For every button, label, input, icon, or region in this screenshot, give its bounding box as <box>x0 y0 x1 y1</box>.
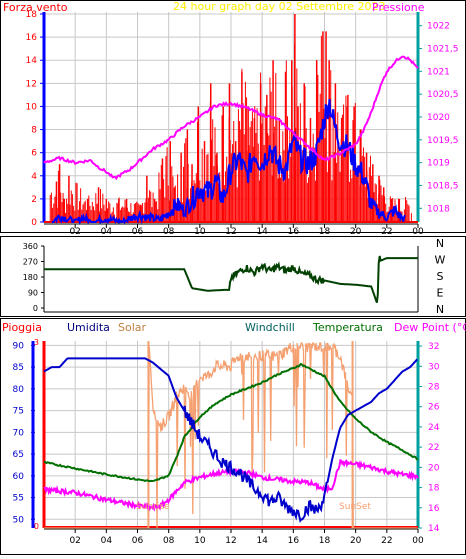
top-x-tick-label: 04 <box>101 227 113 237</box>
top-x-tick-label: 08 <box>163 227 175 237</box>
wind-tick-label: 12 <box>26 79 37 89</box>
temperature-tick-label: 14 <box>428 524 440 534</box>
pressure-tick-label: 1020,5 <box>427 90 459 100</box>
temperature-tick-label: 20 <box>428 463 440 473</box>
bottom-x-tick-label: 06 <box>132 536 144 546</box>
wind-tick-label: 8 <box>31 126 37 136</box>
dewpoint-label: Dew Point (°C) <box>394 321 466 334</box>
wind-direction-line <box>44 256 418 303</box>
wind-speed-axis: 0 2 4 6 8 10 12 14 16 18 <box>26 10 44 228</box>
pressure-tick-label: 1018,5 <box>427 181 459 191</box>
wind-tick-label: 6 <box>31 149 37 159</box>
humidity-axis: 50 55 60 65 70 75 80 85 90 3 0 <box>13 338 44 531</box>
pressure-tick-label: 1022 <box>427 22 450 32</box>
bottom-x-tick-label: 22 <box>381 536 392 546</box>
humidity-tick-label: 65 <box>13 450 24 460</box>
chart-title: 24 hour graph day 02 Settembre 2023 <box>173 0 386 13</box>
rain-tick-label: 0 <box>34 522 39 531</box>
bottom-x-tick-label: 14 <box>256 536 268 546</box>
top-x-tick-label: 00 <box>412 227 424 237</box>
humidity-tick-label: 80 <box>13 385 25 395</box>
temperature-tick-label: 30 <box>428 362 440 372</box>
pressure-tick-label: 1019,5 <box>427 136 459 146</box>
top-x-tick-label: 18 <box>319 227 331 237</box>
direction-tick-label: 360 <box>23 242 38 251</box>
sunset-label: SunSet <box>339 502 371 512</box>
bottom-time-axis: 02 04 06 08 10 12 14 16 18 20 22 00 <box>44 529 424 546</box>
pressure-tick-label: 1021 <box>427 67 450 77</box>
wind-direction-axis: 0 90 180 270 360 <box>23 242 418 313</box>
bottom-x-tick-label: 16 <box>288 536 300 546</box>
temperature-tick-label: 28 <box>428 382 440 392</box>
compass-label: S <box>437 270 444 283</box>
direction-tick-label: 90 <box>28 289 38 298</box>
wind-direction-series <box>44 256 418 303</box>
top-x-tick-label: 06 <box>132 227 144 237</box>
bottom-x-tick-label: 04 <box>101 536 113 546</box>
wind-tick-label: 4 <box>31 172 37 182</box>
humidity-tick-label: 85 <box>13 363 24 373</box>
temperature-tick-label: 18 <box>428 484 440 494</box>
direction-tick-label: 180 <box>23 273 38 282</box>
pressure-tick-label: 1019 <box>427 159 450 169</box>
rain-tick-label: 3 <box>34 338 39 347</box>
temperature-axis: 14 16 18 20 22 24 26 28 30 32 <box>418 341 440 534</box>
compass-label: N <box>436 237 444 250</box>
rain-label: Pioggia <box>2 321 42 334</box>
top-x-tick-label: 16 <box>288 227 300 237</box>
humidity-tick-label: 55 <box>13 494 24 504</box>
compass-label: W <box>435 254 446 267</box>
wind-tick-label: 0 <box>31 218 37 228</box>
direction-tick-label: 270 <box>23 258 38 267</box>
humidity-label: Umidita <box>67 321 110 334</box>
humidity-tick-label: 60 <box>13 472 25 482</box>
wind-tick-label: 2 <box>31 195 37 205</box>
temperature-tick-label: 22 <box>428 443 439 453</box>
pressure-tick-label: 1018 <box>427 204 450 214</box>
humidity-tick-label: 50 <box>13 515 25 525</box>
windchill-label: Windchill <box>245 321 295 334</box>
pressure-tick-label: 1021,5 <box>427 45 459 55</box>
direction-tick-label: 0 <box>33 304 38 313</box>
bottom-x-tick-label: 12 <box>225 536 236 546</box>
wind-tick-label: 14 <box>26 56 38 66</box>
top-x-tick-label: 22 <box>381 227 392 237</box>
top-x-tick-label: 12 <box>225 227 236 237</box>
wind-tick-label: 18 <box>26 10 38 20</box>
top-x-tick-label: 14 <box>256 227 268 237</box>
temperature-label: Temperatura <box>312 321 383 334</box>
humidity-tick-label: 70 <box>13 428 25 438</box>
pressure-axis: 1018 1018,5 1019 1019,5 1020 1020,5 1021 1021,5… <box>418 12 459 222</box>
top-x-tick-label: 20 <box>350 227 362 237</box>
temperature-tick-label: 16 <box>428 504 440 514</box>
wind-tick-label: 16 <box>26 33 38 43</box>
temperature-tick-label: 24 <box>428 423 440 433</box>
bottom-x-tick-label: 18 <box>319 536 331 546</box>
temperature-tick-label: 26 <box>428 403 440 413</box>
humidity-tick-label: 75 <box>13 407 24 417</box>
compass-label: E <box>437 287 444 300</box>
top-x-tick-label: 10 <box>194 227 206 237</box>
sunrise-label: Sunrise <box>136 502 170 512</box>
bottom-x-tick-label: 00 <box>412 536 424 546</box>
temperature-tick-label: 32 <box>428 342 439 352</box>
wind-tick-label: 10 <box>26 102 38 112</box>
compass-label: N <box>436 303 444 316</box>
top-x-tick-label: 02 <box>69 227 80 237</box>
solar-label: Solar <box>118 321 147 334</box>
bottom-x-tick-label: 10 <box>194 536 206 546</box>
bottom-x-tick-label: 20 <box>350 536 362 546</box>
bottom-x-tick-label: 02 <box>69 536 80 546</box>
top-time-axis: 02 04 06 08 10 12 14 16 18 20 22 00 <box>44 224 424 237</box>
pressure-tick-label: 1020 <box>427 113 450 123</box>
bottom-x-tick-label: 08 <box>163 536 175 546</box>
humidity-tick-label: 90 <box>13 341 25 351</box>
